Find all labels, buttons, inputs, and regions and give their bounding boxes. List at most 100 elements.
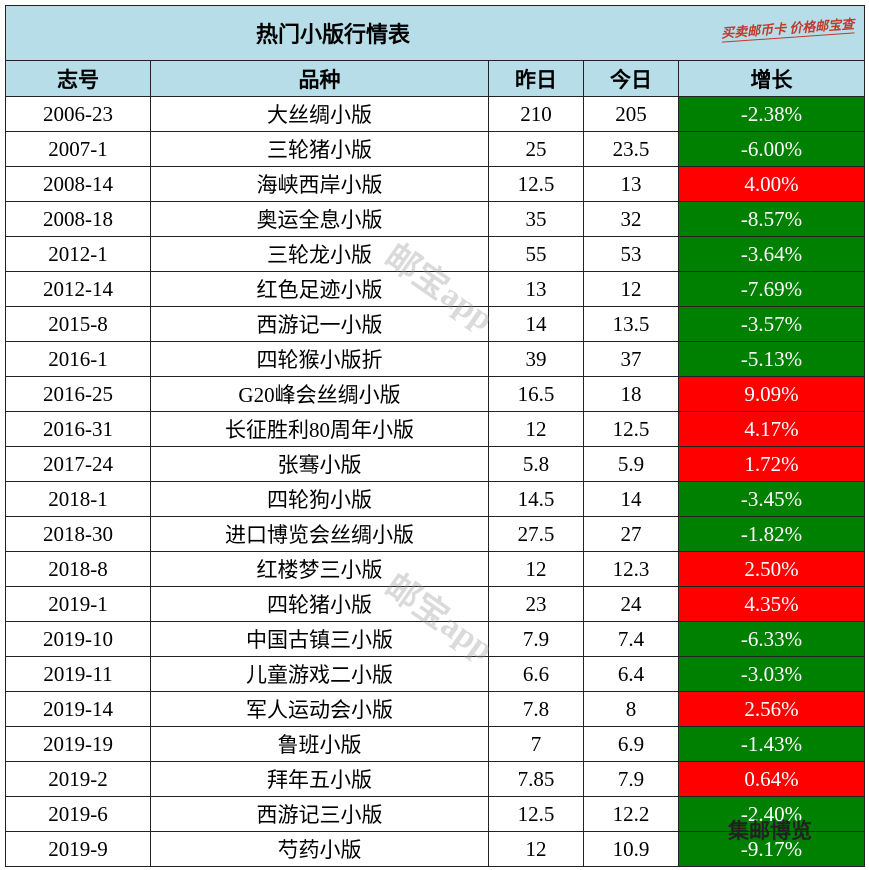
cell: 13.5	[583, 306, 679, 342]
cell: 7.9	[488, 621, 584, 657]
cell: 四轮狗小版	[150, 481, 489, 517]
cell: 2019-2	[5, 761, 151, 797]
change-cell: 9.09%	[677, 376, 866, 412]
change-cell: 2.50%	[677, 551, 866, 587]
cell: 2018-8	[5, 551, 151, 587]
cell: 12.5	[488, 166, 584, 202]
cell: 5.9	[583, 446, 679, 482]
table-body: 2006-23 大丝绸小版 210 205 -2.38% 2007-1 三轮猪小版 25 23.…	[5, 96, 866, 867]
cell: 55	[488, 236, 584, 272]
cell: 7.9	[583, 761, 679, 797]
cell: 张骞小版	[150, 446, 489, 482]
cell: 12.3	[583, 551, 679, 587]
cell: 红色足迹小版	[150, 271, 489, 307]
cell: 2019-14	[5, 691, 151, 727]
cell: 军人运动会小版	[150, 691, 489, 727]
cell: 23	[488, 586, 584, 622]
cell: 12	[583, 271, 679, 307]
logo: 集邮博览	[728, 819, 812, 843]
cell: 6.9	[583, 726, 679, 762]
change-cell: 4.35%	[677, 586, 866, 622]
column-header: 品种	[150, 60, 489, 97]
cell: 三轮龙小版	[150, 236, 489, 272]
cell: 2008-18	[5, 201, 151, 237]
row: 2019-9 芍药小版 12 10.9 -9.17%	[5, 831, 866, 867]
cell: 35	[488, 201, 584, 237]
change-cell: -2.40%	[677, 796, 866, 832]
row: 2008-18 奥运全息小版 35 32 -8.57%	[5, 201, 866, 237]
change-cell: 2.56%	[677, 691, 866, 727]
cell: 7.4	[583, 621, 679, 657]
cell: 12	[488, 831, 584, 867]
change-cell: -1.82%	[677, 516, 866, 552]
cell: 2019-1	[5, 586, 151, 622]
row: 2012-1 三轮龙小版 55 53 -3.64%	[5, 236, 866, 272]
title: 热门小版行情表	[256, 22, 411, 47]
cell: 5.8	[488, 446, 584, 482]
change-cell: -5.13%	[677, 341, 866, 377]
cell: 长征胜利80周年小版	[150, 411, 489, 447]
cell: 14.5	[488, 481, 584, 517]
cell: 大丝绸小版	[150, 96, 489, 132]
change-cell: -3.57%	[677, 306, 866, 342]
cell: 红楼梦三小版	[150, 551, 489, 587]
row: 2006-23 大丝绸小版 210 205 -2.38%	[5, 96, 866, 132]
cell: 205	[583, 96, 679, 132]
row: 2017-24 张骞小版 5.8 5.9 1.72%	[5, 446, 866, 482]
cell: 芍药小版	[150, 831, 489, 867]
row: 2018-30 进口博览会丝绸小版 27.5 27 -1.82%	[5, 516, 866, 552]
cell: 6.6	[488, 656, 584, 692]
title-cell: 热门小版行情表 买卖邮币卡 价格邮宝查	[4, 5, 866, 61]
row: 2016-25 G20峰会丝绸小版 16.5 18 9.09%	[5, 376, 866, 412]
table-wrap: 热门小版行情表 买卖邮币卡 价格邮宝查 志号 品种 昨日 今日 增长 2006-23 大丝绸…	[4, 5, 866, 867]
cell: 32	[583, 201, 679, 237]
row: 2019-2 拜年五小版 7.85 7.9 0.64%	[5, 761, 866, 797]
cell: 25	[488, 131, 584, 167]
cell: 海峡西岸小版	[150, 166, 489, 202]
row: 2015-8 西游记一小版 14 13.5 -3.57%	[5, 306, 866, 342]
cell: 2019-10	[5, 621, 151, 657]
cell: 四轮猪小版	[150, 586, 489, 622]
cell: 18	[583, 376, 679, 412]
cell: 10.9	[583, 831, 679, 867]
cell: 27.5	[488, 516, 584, 552]
cell: 7	[488, 726, 584, 762]
change-cell: -9.17%	[677, 831, 866, 867]
cell: 西游记三小版	[150, 796, 489, 832]
cell: 2019-6	[5, 796, 151, 832]
cell: 三轮猪小版	[150, 131, 489, 167]
cell: 39	[488, 341, 584, 377]
cell: 2007-1	[5, 131, 151, 167]
change-cell: 4.17%	[677, 411, 866, 447]
cell: 14	[488, 306, 584, 342]
row: 2019-14 军人运动会小版 7.8 8 2.56%	[5, 691, 866, 727]
cell: 24	[583, 586, 679, 622]
change-cell: -2.38%	[677, 96, 866, 132]
cell: 2018-30	[5, 516, 151, 552]
cell: 12.2	[583, 796, 679, 832]
change-cell: -6.33%	[677, 621, 866, 657]
cell: 2008-14	[5, 166, 151, 202]
column-header: 今日	[583, 60, 679, 97]
cell: 27	[583, 516, 679, 552]
cell: 拜年五小版	[150, 761, 489, 797]
cell: 23.5	[583, 131, 679, 167]
row: 2012-14 红色足迹小版 13 12 -7.69%	[5, 271, 866, 307]
cell: G20峰会丝绸小版	[150, 376, 489, 412]
cell: 12.5	[488, 796, 584, 832]
cell: 14	[583, 481, 679, 517]
cell: 7.8	[488, 691, 584, 727]
column-header: 增长	[677, 60, 866, 97]
cell: 鲁班小版	[150, 726, 489, 762]
row: 2019-11 儿童游戏二小版 6.6 6.4 -3.03%	[5, 656, 866, 692]
cell: 2019-19	[5, 726, 151, 762]
cell: 西游记一小版	[150, 306, 489, 342]
cell: 13	[583, 166, 679, 202]
change-cell: -3.64%	[677, 236, 866, 272]
cell: 四轮猴小版折	[150, 341, 489, 377]
change-cell: -1.43%	[677, 726, 866, 762]
change-cell: -3.03%	[677, 656, 866, 692]
cell: 2016-1	[5, 341, 151, 377]
cell: 奥运全息小版	[150, 201, 489, 237]
row: 2016-31 长征胜利80周年小版 12 12.5 4.17%	[5, 411, 866, 447]
